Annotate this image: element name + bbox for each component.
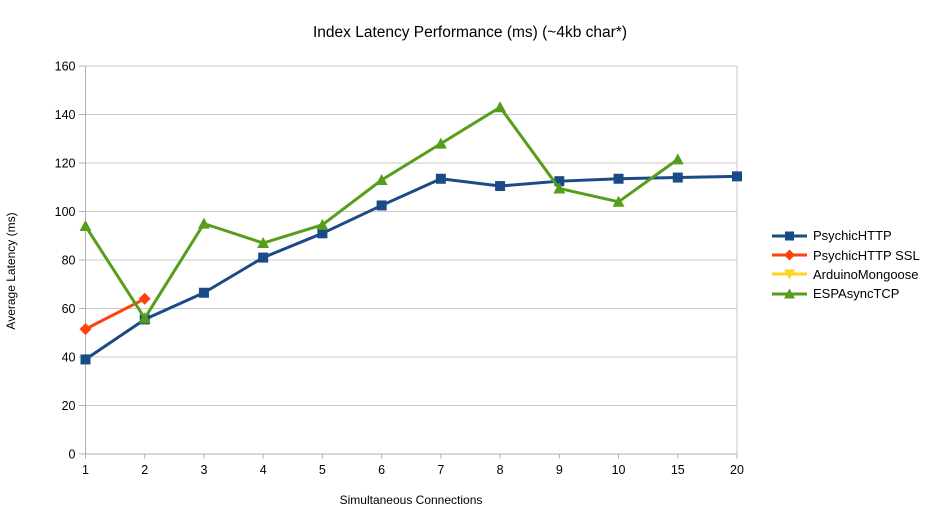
chart-title: Index Latency Performance (ms) (~4kb cha… (312, 24, 627, 41)
data-point-marker-diamond (79, 323, 92, 336)
y-tick-label: 80 (62, 254, 76, 268)
legend-item-ArduinoMongoose: ArduinoMongoose (771, 265, 941, 284)
chart-legend: PsychicHTTP PsychicHTTP SSL ArduinoMongoos… (771, 226, 941, 304)
data-point-marker-triangle-up (138, 312, 151, 324)
data-point-marker-diamond (138, 292, 151, 305)
x-tick-label: 7 (437, 463, 444, 477)
x-tick-label: 8 (497, 463, 504, 477)
x-tick-label: 6 (378, 463, 385, 477)
data-point-marker-triangle-up (257, 237, 270, 249)
series-line-ESPAsyncTCP (84, 105, 679, 320)
x-tick-label: 5 (319, 463, 326, 477)
x-tick-label: 20 (730, 463, 744, 477)
x-tick-label: 4 (260, 463, 267, 477)
x-tick-label: 2 (141, 463, 148, 477)
legend-item-PsychicHTTP-SSL: PsychicHTTP SSL (771, 245, 941, 264)
x-tick-label: 1 (82, 463, 89, 477)
legend-item-ESPAsyncTCP: ESPAsyncTCP (771, 284, 941, 303)
data-point-marker-triangle-up (494, 101, 507, 113)
y-tick-label: 40 (62, 351, 76, 365)
data-point-marker-square (258, 252, 269, 263)
data-point-marker-square (198, 287, 209, 298)
x-axis-title: Simultaneous Connections (339, 493, 483, 507)
legend-item-PsychicHTTP: PsychicHTTP (771, 226, 941, 245)
data-point-marker-square (732, 171, 742, 182)
square-legend-marker-icon (772, 231, 807, 241)
data-point-marker-triangle-up (612, 195, 625, 207)
diamond-legend-marker-icon (772, 249, 807, 261)
legend-label: PsychicHTTP SSL (813, 247, 920, 263)
legend-label: PsychicHTTP (813, 228, 892, 244)
y-tick-label: 140 (55, 108, 76, 122)
data-point-marker-square (317, 228, 328, 239)
data-point-marker-triangle-up (79, 220, 92, 232)
legend-label: ArduinoMongoose (813, 266, 919, 282)
data-point-marker-triangle-up (316, 218, 329, 230)
data-point-marker-triangle-up (434, 137, 447, 149)
data-point-marker-square (613, 173, 624, 184)
data-point-marker-square (495, 181, 506, 192)
data-point-marker-triangle-up (553, 182, 566, 194)
triangle-down-legend-marker-icon (772, 269, 807, 280)
triangle-up-legend-marker-icon (772, 288, 807, 299)
x-tick-label: 15 (671, 463, 685, 477)
y-tick-label: 120 (55, 157, 76, 171)
data-point-marker-square (672, 172, 683, 183)
data-point-marker-square (435, 173, 446, 184)
y-tick-label: 100 (55, 205, 76, 219)
data-point-marker-triangle-up (197, 217, 210, 229)
x-tick-label: 10 (612, 463, 626, 477)
x-tick-label: 3 (200, 463, 207, 477)
x-tick-label: 9 (556, 463, 563, 477)
series-line-PsychicHTTP (84, 174, 738, 361)
data-point-marker-square (376, 200, 387, 211)
y-tick-label: 20 (62, 399, 76, 413)
data-point-marker-triangle-up (375, 173, 388, 185)
legend-label: ESPAsyncTCP (813, 286, 900, 302)
y-tick-label: 160 (55, 60, 76, 74)
data-point-marker-square (80, 354, 91, 365)
data-point-marker-triangle-up (671, 153, 684, 165)
y-tick-label: 60 (62, 302, 76, 316)
y-tick-label: 0 (69, 448, 76, 462)
